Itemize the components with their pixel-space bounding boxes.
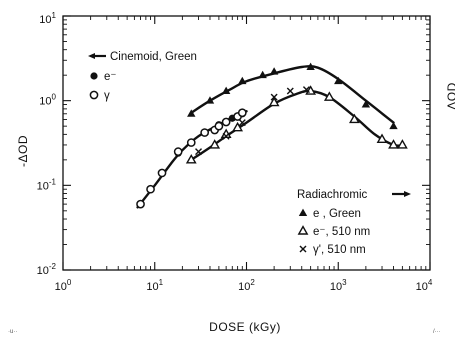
cross-stroke [286,87,294,95]
cin-g-marker [200,128,210,137]
rad-e-green-marker [361,100,371,108]
cross-stroke [222,132,230,140]
rad-e-510-marker [396,139,408,149]
curve-radia-green [190,65,395,124]
minor-ticks [63,16,430,270]
rad-e-green-marker [238,76,247,85]
rad-e-green-marker [187,109,196,117]
rad-e-510-marker [388,139,399,149]
rad-e-green-marker [334,76,343,85]
cross-stroke [270,93,278,101]
y-tick-label: 100 [39,93,56,108]
corner-note-right: /··· [433,329,441,335]
legend-radiachromic-label: e⁻, 510 nm [313,226,370,238]
rad-g-510-marker [286,87,294,95]
data-markers [136,62,408,209]
curve-radia-510 [190,89,406,161]
y-tick-label: 101 [39,11,56,26]
rad-e-510-marker [185,154,197,164]
rad-g-510-marker [222,132,230,140]
legend-radiachromic-label: e , Green [313,208,361,220]
rad-e-510-marker [268,96,280,107]
legend-radiachromic-marker [297,225,309,235]
x-axis-label: DOSE (kGy) [209,320,281,334]
rad-e-green-marker [205,96,215,104]
legend-radiachromic-title: Radiachromic [297,189,368,201]
rad-e-510-marker [349,113,360,124]
legend-cinemoid-arrowhead [88,53,95,59]
rad-e-510-marker [323,91,335,101]
rad-g-510-marker [302,86,310,94]
rad-e-green-marker [389,121,398,130]
rad-g-510-marker [270,93,278,101]
x-tick-label: 100 [55,278,72,293]
cross-stroke [302,86,310,94]
rad-e-green-marker [221,86,231,95]
x-tick-labels: 100 101 102 103 104 [55,278,433,293]
cin-g-marker [146,184,155,194]
cin-g-marker [157,168,167,178]
x-tick-label: 101 [146,278,163,293]
x-tick-label: 103 [330,278,347,293]
legend-radiachromic-marker [298,208,308,216]
legend-cinemoid-title: Cinemoid, Green [110,51,197,63]
y-axis-label: -ΔOD [16,135,30,167]
rad-e-510-marker [209,139,221,149]
legend-radiachromic-marker [299,245,307,253]
rad-e-510-marker [232,121,244,132]
legend-cinemoid-label: γ [104,90,110,102]
cross-stroke [195,148,203,156]
cross-stroke [238,119,246,127]
legend-radiachromic-label: γ', 510 nm [313,244,366,256]
cin-g-marker [221,117,231,127]
cross-stroke [299,245,307,253]
rad-g-510-marker [238,119,246,127]
cin-g-marker [214,121,224,131]
x-tick-label: 104 [416,278,433,293]
rad-e-green-marker [269,67,279,75]
legend-cinemoid-marker [89,90,99,100]
legend-radiachromic-arrowhead [404,191,411,197]
x-tick-label: 102 [238,278,255,293]
cin-g-marker [237,108,247,118]
fitted-curves [136,65,406,209]
cin-g-marker [136,199,145,209]
legend-cinemoid-marker [90,72,98,80]
y-tick-label: 10-1 [37,177,57,192]
corner-note-left: ·u·· [8,329,17,335]
y-tick-labels: 10-2 10-1 100 101 [37,11,57,277]
cin-g-marker [173,147,183,156]
rad-e-green-marker [306,62,315,70]
rad-e-510-marker [376,133,388,143]
rad-g-510-marker [195,148,203,156]
cin-g-marker [186,138,196,147]
right-edge-label: ΔOD [445,82,455,110]
legend-cinemoid-label: e⁻ [104,71,116,83]
rad-e-green-marker [258,70,267,79]
major-ticks [62,15,431,271]
legends: Cinemoid, Green e⁻ γ Radiachromic e , Green e… [88,51,411,256]
y-tick-label: 10-2 [37,262,57,277]
